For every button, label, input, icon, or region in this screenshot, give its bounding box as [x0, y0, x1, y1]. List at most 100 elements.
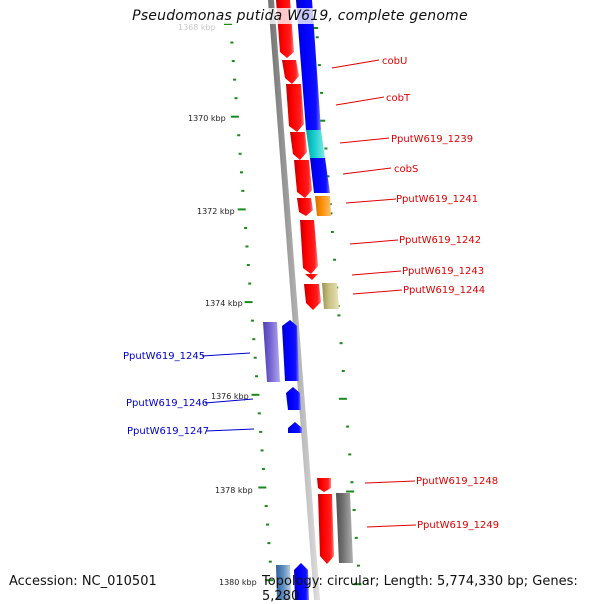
gene-feature[interactable] — [304, 284, 321, 310]
gene-feature[interactable] — [296, 0, 321, 130]
gene-label-1239[interactable]: PputW619_1239 — [391, 134, 473, 145]
leader-line — [351, 270, 402, 276]
minor-tick-left — [267, 542, 271, 545]
gene-feature[interactable] — [318, 494, 334, 564]
minor-tick-right — [346, 425, 350, 428]
gene-labels-left: PputW619_1245 PputW619_1246 PputW619_124… — [123, 351, 209, 437]
kbp-label-1380: 1380 kbp — [219, 578, 257, 587]
minor-tick-right — [330, 230, 334, 233]
leader-line — [204, 398, 254, 404]
leader-line — [352, 289, 403, 295]
gene-feature[interactable] — [263, 322, 280, 382]
gene-label-1241[interactable]: PputW619_1241 — [396, 194, 478, 205]
minor-tick-right — [337, 314, 341, 317]
leader-line — [342, 167, 392, 175]
gene-feature[interactable] — [276, 565, 291, 600]
minor-tick-right — [333, 258, 337, 261]
forward-strand-outer-features — [296, 0, 353, 563]
gene-feature[interactable] — [288, 422, 302, 433]
minor-tick-left — [257, 412, 261, 415]
gene-feature[interactable] — [300, 220, 318, 274]
kbp-label-1374: 1374 kbp — [205, 299, 243, 308]
gene-feature[interactable] — [282, 320, 299, 381]
gene-feature[interactable] — [317, 478, 331, 492]
gene-feature[interactable] — [310, 158, 330, 193]
leader-line — [201, 352, 251, 357]
minor-tick-left — [239, 171, 243, 174]
gene-label-1249[interactable]: PputW619_1249 — [417, 520, 499, 531]
minor-tick-left — [252, 338, 256, 341]
minor-tick-left — [237, 134, 241, 137]
leader-line — [335, 96, 385, 106]
major-tick-right — [338, 397, 347, 400]
minor-tick-left — [245, 245, 249, 248]
minor-tick-left — [233, 78, 237, 81]
minor-tick-left — [255, 375, 259, 378]
minor-tick-right — [315, 36, 319, 39]
gene-label-1247[interactable]: PputW619_1247 — [127, 426, 209, 437]
gene-feature[interactable] — [290, 132, 307, 160]
leader-line — [331, 59, 380, 69]
gene-feature[interactable] — [286, 387, 301, 410]
gene-label-1244[interactable]: PputW619_1244 — [403, 285, 485, 296]
minor-tick-left — [253, 356, 257, 359]
minor-tick-right — [352, 509, 356, 512]
gene-feature[interactable] — [336, 493, 353, 563]
leader-line — [205, 428, 255, 432]
minor-tick-right — [348, 453, 352, 456]
minor-tick-left — [268, 560, 272, 563]
minor-tick-right — [326, 175, 330, 178]
major-tick-right — [346, 490, 355, 493]
minor-tick-left — [246, 264, 250, 267]
minor-tick-left — [244, 226, 248, 229]
kbp-label-1376: 1376 kbp — [211, 392, 249, 401]
major-tick-left — [237, 208, 246, 211]
gene-feature[interactable] — [305, 274, 318, 280]
major-tick-left — [244, 301, 253, 304]
leader-line — [366, 524, 417, 528]
minor-tick-left — [241, 189, 245, 192]
gene-label-1245[interactable]: PputW619_1245 — [123, 351, 205, 362]
minor-tick-left — [264, 505, 268, 508]
major-tick-left — [251, 393, 260, 396]
gene-label-cobT[interactable]: cobT — [386, 93, 411, 104]
major-tick-left — [224, 23, 232, 25]
leader-line — [339, 137, 390, 144]
major-tick-left — [258, 486, 267, 489]
major-tick-right — [317, 119, 326, 122]
gene-feature[interactable] — [294, 160, 312, 198]
leader-line — [345, 198, 397, 204]
gene-feature[interactable] — [286, 84, 304, 132]
gene-feature[interactable] — [322, 283, 339, 309]
minor-tick-left — [250, 319, 254, 322]
page-title: Pseudomonas putida W619, complete genome — [0, 8, 600, 24]
gene-label-1242[interactable]: PputW619_1242 — [399, 235, 481, 246]
minor-tick-left — [248, 282, 252, 285]
minor-tick-left — [234, 97, 238, 100]
gene-feature[interactable] — [294, 563, 309, 600]
gene-labels-right: cobU cobT PputW619_1239 cobS PputW619_12… — [382, 56, 499, 531]
scale-labels: 1368 kbp 1370 kbp 1372 kbp 1374 kbp 1376… — [178, 23, 257, 587]
minor-tick-left — [259, 430, 263, 433]
minor-tick-left — [261, 467, 265, 470]
minor-tick-left — [260, 449, 264, 452]
gene-label-1243[interactable]: PputW619_1243 — [402, 266, 484, 277]
minor-tick-right — [354, 536, 358, 539]
minor-tick-left — [231, 60, 235, 63]
gene-label-1246[interactable]: PputW619_1246 — [126, 398, 208, 409]
minor-tick-left — [230, 41, 234, 44]
gene-feature[interactable] — [315, 196, 331, 216]
gene-feature[interactable] — [306, 130, 325, 158]
gene-feature[interactable] — [282, 60, 299, 84]
kbp-label-1370: 1370 kbp — [188, 114, 226, 123]
major-tick-right — [353, 583, 362, 586]
gene-label-cobU[interactable]: cobU — [382, 56, 407, 67]
label-leaders — [201, 59, 417, 528]
gene-label-1248[interactable]: PputW619_1248 — [416, 476, 498, 487]
gene-label-cobS[interactable]: cobS — [394, 164, 418, 175]
genome-backbone — [268, 0, 320, 600]
kbp-label-1372: 1372 kbp — [197, 207, 235, 216]
gene-feature[interactable] — [297, 198, 313, 216]
minor-tick-right — [324, 147, 328, 150]
forward-strand-features — [276, 0, 334, 564]
